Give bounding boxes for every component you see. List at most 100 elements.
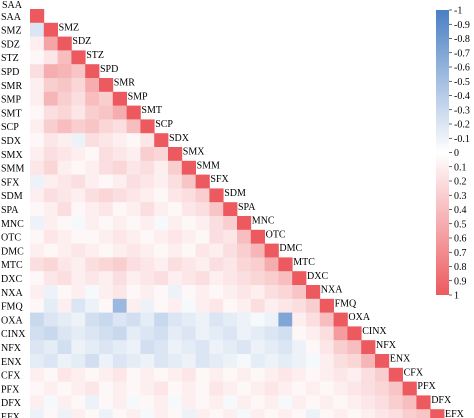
heatmap-cell [126, 367, 141, 382]
heatmap-cell [209, 202, 224, 217]
row-label-efx: EFX [1, 412, 21, 418]
heatmap-cell [333, 409, 348, 418]
heatmap-cell [195, 298, 210, 313]
row-label-stz: STZ [1, 53, 19, 64]
heatmap-cell [71, 147, 86, 162]
heatmap-cell [71, 91, 86, 106]
heatmap-cell [126, 409, 141, 418]
heatmap-cell [99, 298, 114, 313]
heatmap-cell [57, 340, 72, 355]
heatmap-cell [264, 395, 279, 410]
heatmap-cell [57, 409, 72, 418]
heatmap-cell [223, 395, 238, 410]
heatmap-cell [99, 91, 114, 106]
heatmap-cell [237, 340, 252, 355]
heatmap-cell [43, 160, 58, 175]
heatmap-cell [168, 243, 183, 258]
heatmap-cell [57, 395, 72, 410]
heatmap-cell [71, 367, 86, 382]
heatmap-cell [43, 354, 58, 369]
colorbar-tick-label: -0.1 [454, 134, 470, 145]
row-label-dfx: DFX [1, 398, 22, 409]
colorbar-tick-label: 1 [454, 291, 459, 302]
heatmap-cell [347, 354, 362, 369]
heatmap-cell [361, 381, 376, 396]
colorbar-tick-label: 0.4 [454, 205, 467, 216]
diagonal-label-pfx: PFX [417, 381, 436, 392]
heatmap-cell [209, 354, 224, 369]
heatmap-cell [264, 354, 279, 369]
heatmap-cell [264, 367, 279, 382]
heatmap-cell [112, 257, 127, 272]
heatmap-cell [112, 105, 127, 120]
heatmap-cell [43, 64, 58, 79]
heatmap-cell [30, 36, 45, 51]
heatmap-cell [209, 381, 224, 396]
heatmap-cell [181, 174, 196, 189]
diagonal-label-mnc: MNC [252, 216, 275, 227]
heatmap-cell [30, 409, 45, 418]
heatmap-cell [223, 340, 238, 355]
diagonal-label-dmc: DMC [279, 243, 302, 254]
heatmap-cell [333, 395, 348, 410]
heatmap-cell [85, 188, 100, 203]
heatmap-cell [30, 22, 45, 37]
heatmap-cell [30, 119, 45, 134]
heatmap-cell [181, 271, 196, 286]
heatmap-cell [154, 202, 169, 217]
heatmap-cell [388, 409, 403, 418]
heatmap-cell [126, 257, 141, 272]
diagonal-cell [85, 64, 100, 79]
heatmap-cell [30, 229, 45, 244]
heatmap-cell [140, 381, 155, 396]
heatmap-cell [223, 367, 238, 382]
heatmap-cell [43, 91, 58, 106]
heatmap-cell [264, 326, 279, 341]
heatmap-cell [85, 354, 100, 369]
heatmap-cell [99, 354, 114, 369]
heatmap-cell [319, 367, 334, 382]
heatmap-cell [195, 354, 210, 369]
heatmap-cell [237, 367, 252, 382]
heatmap-cell [71, 133, 86, 148]
heatmap-cell [195, 409, 210, 418]
heatmap-cell [71, 381, 86, 396]
heatmap-cell [71, 64, 86, 79]
colorbar-tick-label: -0.2 [454, 120, 470, 131]
heatmap-cell [30, 50, 45, 65]
heatmap-cell [319, 409, 334, 418]
heatmap-cell [209, 298, 224, 313]
heatmap-cell [30, 188, 45, 203]
heatmap-cell [237, 271, 252, 286]
diagonal-label-stz: STZ [86, 50, 104, 61]
heatmap-cell [154, 257, 169, 272]
heatmap-cell [140, 174, 155, 189]
heatmap-cell [126, 119, 141, 134]
diagonal-cell [223, 202, 238, 217]
heatmap-cell [209, 367, 224, 382]
heatmap-cell [154, 216, 169, 231]
colorbar-tick-label: 0.8 [454, 262, 467, 273]
heatmap-cell [154, 229, 169, 244]
diagonal-label-scp: SCP [155, 119, 173, 130]
heatmap-cell [292, 285, 307, 300]
heatmap-cell [154, 354, 169, 369]
heatmap-cell [71, 395, 86, 410]
heatmap-cell [112, 340, 127, 355]
heatmap-cell [140, 354, 155, 369]
heatmap-cell [264, 257, 279, 272]
heatmap-cell [57, 381, 72, 396]
heatmap-cell [140, 409, 155, 418]
colorbar-tick-label: -1 [454, 6, 462, 17]
heatmap-cell [154, 409, 169, 418]
heatmap-cell [112, 243, 127, 258]
heatmap-cell [99, 188, 114, 203]
diagonal-cell [237, 216, 252, 231]
row-label-sfx: SFX [1, 177, 20, 188]
heatmap-cell [85, 409, 100, 418]
heatmap-cell [140, 202, 155, 217]
heatmap-cell [57, 367, 72, 382]
heatmap-cell [30, 381, 45, 396]
row-label-smr: SMR [1, 81, 22, 92]
